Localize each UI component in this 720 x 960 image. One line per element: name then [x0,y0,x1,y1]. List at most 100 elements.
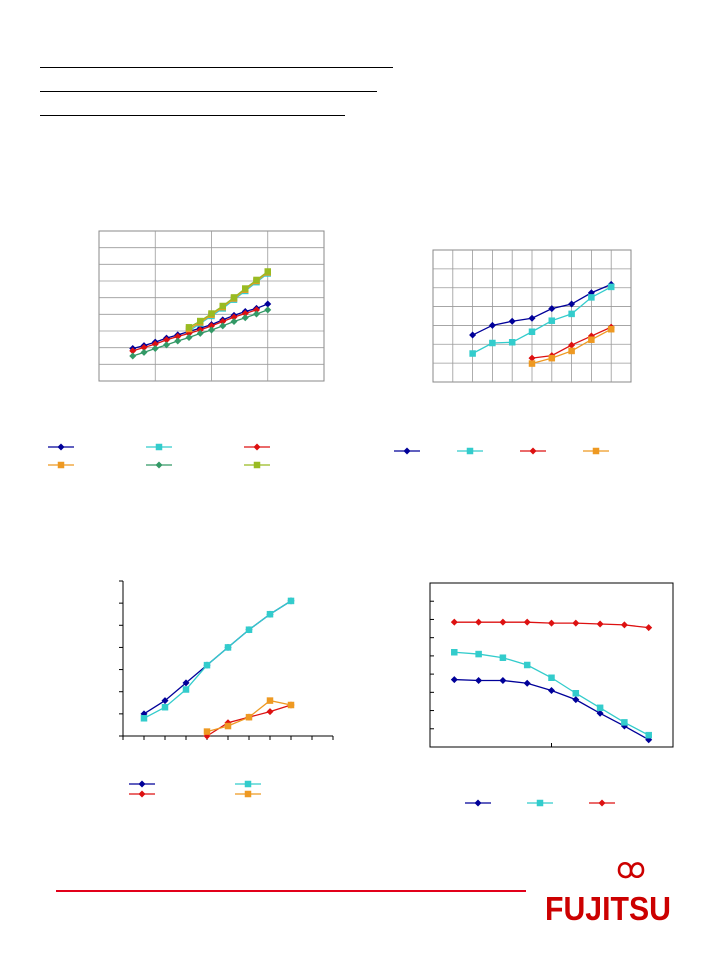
legend-marker-3 [138,790,146,798]
data-point [620,621,628,629]
data-point [568,310,575,318]
data-point [242,285,249,292]
data-point [499,676,507,684]
data-point [224,644,232,651]
data-point [203,661,211,669]
data-point [475,676,483,684]
data-point [253,276,260,284]
legend-marker-1 [474,799,482,807]
data-point [241,310,249,318]
data-point [140,343,148,351]
data-point [475,650,482,658]
legend-marker-5 [155,461,163,469]
data-point [245,713,253,721]
chart-4 [429,582,674,748]
footer-rule [56,890,526,892]
data-point [489,339,496,347]
data-point [572,696,580,704]
data-point [230,313,238,321]
chart-2 [432,249,632,383]
data-point [450,618,458,626]
data-point [185,324,193,331]
data-point [182,686,190,693]
data-point [588,336,595,343]
data-point [499,618,507,626]
data-point [528,360,536,367]
data-point [241,314,249,322]
data-point [161,703,169,711]
legend-marker-6 [253,461,261,469]
legend-marker-3 [598,799,606,807]
data-point [203,728,211,735]
data-point [253,310,260,318]
chart-1 [98,230,325,382]
data-point [264,306,272,314]
infinity-icon [617,861,645,879]
data-point [523,679,531,687]
data-point [596,704,604,712]
data-point [645,731,652,739]
data-point [163,341,170,349]
data-point [523,661,531,669]
legend-marker-2 [536,799,544,807]
data-point [266,697,274,704]
data-point [230,317,238,325]
data-point [174,333,182,341]
data-point [264,300,272,308]
fujitsu-logo: FUJITSU [545,861,671,927]
data-point [129,347,137,355]
legend-marker-4 [244,790,252,798]
title-underline-1 [40,67,393,68]
data-point [572,689,580,697]
data-point [219,322,227,330]
data-point [568,341,576,349]
data-point [219,317,227,325]
data-point [548,354,556,362]
data-point [224,719,232,727]
data-point [596,709,604,717]
data-point [469,331,477,339]
data-point [568,347,575,355]
chart-3 [119,580,334,740]
data-point [475,618,483,626]
data-point [208,326,215,334]
data-point [182,679,190,687]
data-point [245,626,253,633]
legend-marker-2 [155,443,163,451]
data-point [151,344,159,352]
legend-marker-3 [529,447,537,455]
data-point [548,687,555,695]
series-line-1 [143,600,292,715]
title-underline-2 [40,91,377,92]
data-point [129,352,137,360]
data-point [568,300,576,308]
data-point [230,294,238,301]
data-point [548,619,555,627]
data-point [161,697,169,705]
legend-marker-1 [138,780,146,788]
data-point [174,337,182,345]
data-point [151,340,159,348]
legend-marker-3 [253,443,261,451]
data-point [607,283,615,291]
data-point [588,294,595,301]
data-point [548,305,556,313]
data-point [528,328,536,336]
logo-wordmark: FUJITSU [545,890,671,927]
data-point [224,722,232,730]
data-point [645,624,653,632]
plot-frame [429,582,674,748]
data-point [140,348,148,356]
legend-marker-1 [403,447,411,455]
data-point [287,597,295,605]
data-point [548,317,556,324]
data-point [548,674,555,682]
data-point [523,618,531,626]
legend-chart-1 [48,443,270,469]
data-point [264,268,271,275]
data-point [196,329,204,337]
data-point [528,354,536,362]
data-point [266,610,274,618]
data-point [266,708,274,716]
legend-chart-4 [465,799,615,807]
